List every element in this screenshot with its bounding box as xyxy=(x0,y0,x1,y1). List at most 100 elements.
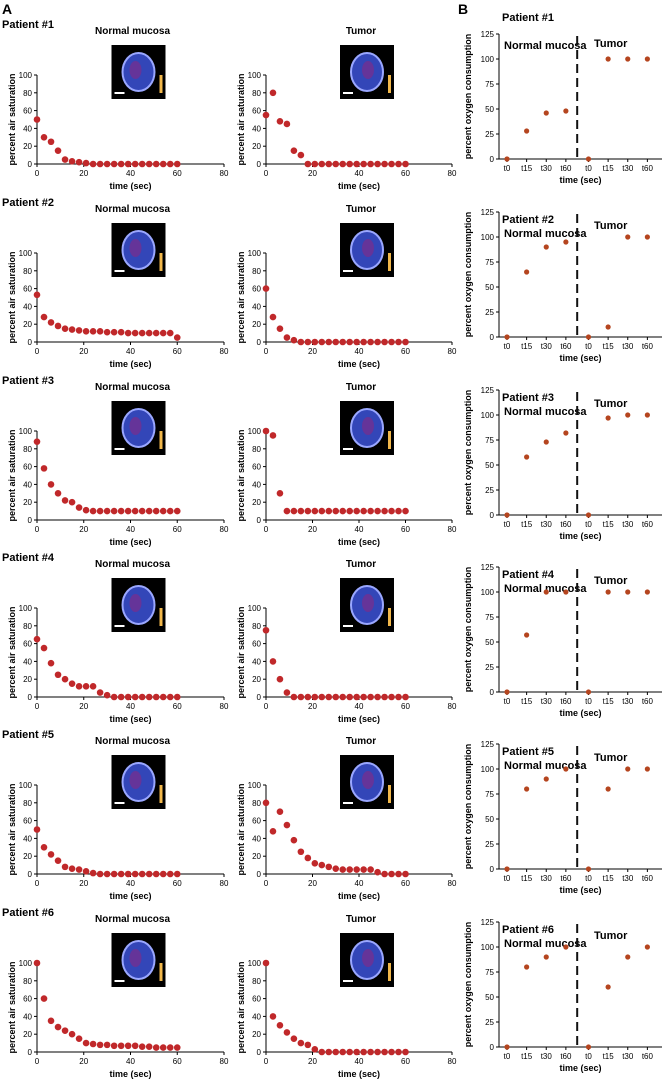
chart-a-1-tumor: Tumor 0 20 40 60 80 100 0 20 40 60 80 time (sec) perc… xyxy=(236,26,457,191)
data-point xyxy=(332,865,340,872)
x-tick-label: 40 xyxy=(126,879,135,888)
x-tick-label: t60 xyxy=(560,697,572,706)
y-tick-label: 0 xyxy=(257,870,262,879)
data-point xyxy=(152,870,160,878)
y-tick-label: 0 xyxy=(28,870,33,879)
data-point xyxy=(47,851,55,858)
chart-b-2: Patient #2 Normal mucosa Tumor 0 25 50 75 100 12… xyxy=(463,208,662,363)
data-point xyxy=(61,1027,69,1034)
x-tick-label: 80 xyxy=(448,525,457,534)
inset-colorbar xyxy=(388,963,391,981)
data-point xyxy=(96,507,104,515)
data-point xyxy=(346,866,354,873)
group-label-tumor: Tumor xyxy=(594,575,628,587)
data-point xyxy=(96,328,104,335)
data-point xyxy=(524,128,530,134)
data-point xyxy=(152,1044,160,1051)
group-label-normal: Normal mucosa xyxy=(504,228,587,240)
data-point xyxy=(304,160,312,168)
y-tick-label: 40 xyxy=(252,657,261,666)
y-tick-label: 20 xyxy=(252,852,261,861)
x-tick-label: 80 xyxy=(220,169,229,178)
x-tick-label: t0 xyxy=(585,164,592,173)
y-axis-label: percent oxygen consumption xyxy=(463,922,473,1048)
group-label-normal: Normal mucosa xyxy=(504,938,587,950)
plot-title: Tumor xyxy=(346,382,376,393)
x-tick-label: 0 xyxy=(35,525,40,534)
y-tick-label: 100 xyxy=(248,781,262,790)
data-point xyxy=(47,319,55,326)
y-tick-label: 60 xyxy=(23,817,32,826)
y-tick-label: 20 xyxy=(23,675,32,684)
x-tick-label: 20 xyxy=(308,169,317,178)
data-point xyxy=(283,120,291,128)
data-point xyxy=(353,693,360,701)
data-point xyxy=(145,329,153,337)
data-point xyxy=(395,338,402,346)
y-tick-label: 25 xyxy=(485,840,494,849)
x-tick-label: t30 xyxy=(622,164,634,173)
y-axis-label: percent oxygen consumption xyxy=(463,567,473,693)
x-tick-label: 60 xyxy=(173,702,182,711)
x-tick-label: t60 xyxy=(642,1052,654,1061)
group-label-tumor: Tumor xyxy=(594,398,628,410)
y-tick-label: 25 xyxy=(485,308,494,317)
data-point xyxy=(138,1043,146,1050)
y-axis-label: percent air saturation xyxy=(7,251,17,343)
y-tick-label: 20 xyxy=(252,320,261,329)
data-point xyxy=(61,497,69,504)
data-point xyxy=(262,427,270,435)
data-point xyxy=(388,507,395,515)
data-point xyxy=(325,338,333,346)
x-tick-label: t15 xyxy=(521,1052,533,1061)
y-tick-label: 60 xyxy=(252,285,261,294)
inset-highlight xyxy=(129,61,142,79)
data-point xyxy=(166,329,174,337)
data-point xyxy=(54,671,62,679)
x-tick-label: 60 xyxy=(173,347,182,356)
x-tick-label: t15 xyxy=(603,1052,615,1061)
x-tick-label: t60 xyxy=(642,520,654,529)
inset-highlight xyxy=(362,239,374,257)
x-axis-label: time (sec) xyxy=(109,1069,151,1079)
data-point xyxy=(82,868,90,875)
inset-colorbar xyxy=(388,75,391,93)
y-tick-label: 125 xyxy=(481,386,495,395)
x-tick-label: 80 xyxy=(220,702,229,711)
data-point xyxy=(33,291,41,299)
data-point xyxy=(402,160,409,168)
data-point xyxy=(110,693,118,701)
data-point xyxy=(381,693,388,701)
data-point xyxy=(262,626,270,634)
data-point xyxy=(297,151,305,159)
x-tick-label: t0 xyxy=(504,520,511,529)
x-axis-label: time (sec) xyxy=(338,891,380,901)
data-point xyxy=(124,693,132,701)
data-point xyxy=(585,156,592,162)
panel-label-a: A xyxy=(2,1,12,17)
data-point xyxy=(374,693,381,701)
y-tick-label: 50 xyxy=(485,105,494,114)
data-point xyxy=(283,334,291,341)
data-point xyxy=(332,693,340,701)
data-point xyxy=(367,160,374,168)
x-tick-label: 20 xyxy=(308,879,317,888)
y-tick-label: 25 xyxy=(485,1018,494,1027)
data-point xyxy=(311,507,319,515)
data-point xyxy=(504,156,510,162)
chart-a-2-normal: Normal mucosa 0 20 40 60 80 100 0 20 40 60 80 time (… xyxy=(7,204,229,369)
x-axis-label: time (sec) xyxy=(559,1063,601,1073)
data-point xyxy=(283,821,291,829)
data-point xyxy=(117,693,125,701)
y-tick-label: 100 xyxy=(248,959,262,968)
data-point xyxy=(605,324,611,330)
inset-highlight xyxy=(362,949,374,967)
data-point xyxy=(103,691,111,699)
x-tick-label: 80 xyxy=(220,525,229,534)
data-point xyxy=(110,1042,118,1050)
data-point xyxy=(152,329,160,337)
y-tick-label: 50 xyxy=(485,283,494,292)
data-point xyxy=(124,160,132,168)
